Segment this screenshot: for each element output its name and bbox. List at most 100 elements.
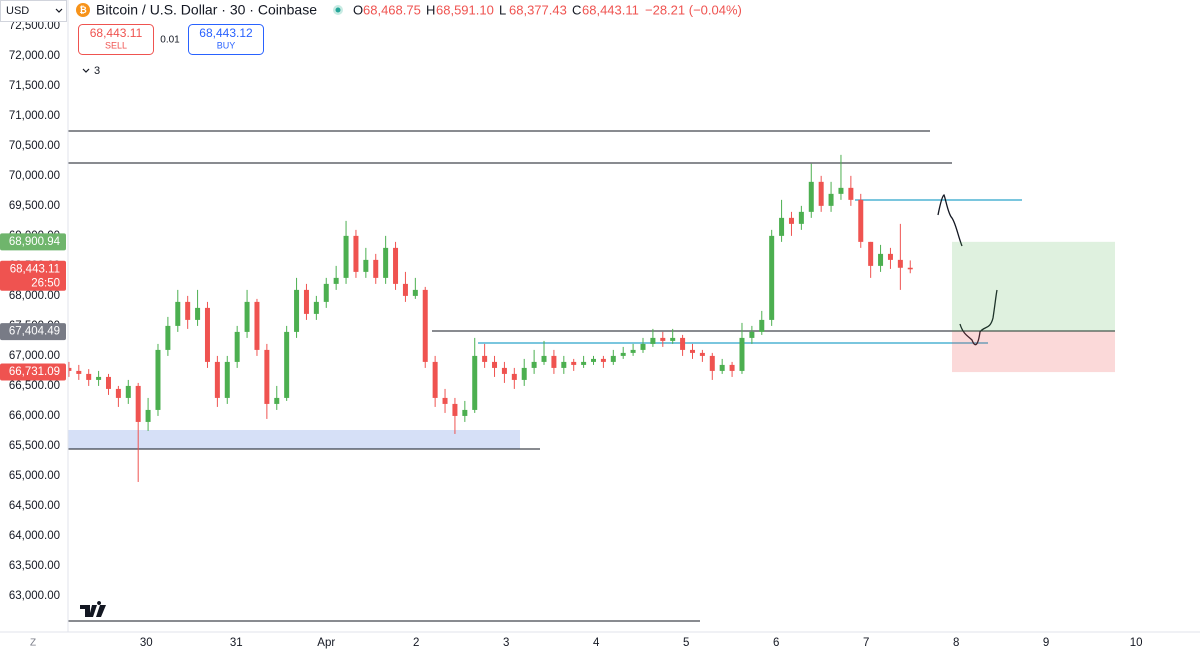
change: −28.21 (−0.04%)	[645, 2, 742, 17]
x-tick-label: 3	[503, 637, 509, 649]
y-tick-label: 65,000.00	[9, 470, 60, 482]
candle-body	[907, 267, 913, 270]
sell-price[interactable]: 68,443.11	[90, 26, 143, 40]
candle-body	[779, 217, 785, 236]
candle-body	[373, 259, 379, 278]
candle-body	[432, 361, 438, 398]
x-tick-label: 31	[230, 637, 243, 649]
candle-body	[244, 301, 250, 332]
candle-body	[155, 349, 161, 410]
candle-body	[224, 361, 230, 398]
candle-body	[620, 352, 626, 356]
y-tick-label: 71,000.00	[9, 110, 60, 122]
indicator-toggle[interactable]	[82, 68, 90, 73]
candle-body	[343, 235, 349, 278]
candle-body	[571, 361, 577, 365]
y-tick-label: 72,500.00	[9, 20, 60, 32]
candle-body	[175, 301, 181, 326]
candle-body	[412, 289, 418, 296]
y-tick-label: 70,000.00	[9, 170, 60, 182]
candles	[66, 154, 913, 482]
candle-body	[383, 247, 389, 278]
candle-body	[600, 358, 606, 362]
candle-body	[284, 331, 290, 398]
candle-body	[393, 247, 399, 284]
candle-body	[868, 241, 874, 266]
spread: 0.01	[160, 35, 180, 46]
x-tick-label: 10	[1130, 637, 1143, 649]
candle-body	[462, 409, 468, 416]
price-label-box	[0, 233, 66, 251]
ohlc-value: 68,377.43	[509, 2, 567, 17]
currency-label[interactable]: USD	[6, 5, 29, 17]
buy-label[interactable]: BUY	[217, 40, 236, 50]
candle-body	[76, 370, 82, 374]
bitcoin-icon	[76, 3, 90, 17]
x-tick-label: Apr	[317, 637, 335, 649]
candle-body	[699, 352, 705, 356]
stop-zone	[952, 331, 1115, 373]
candle-body	[402, 283, 408, 296]
currency-dropdown[interactable]	[0, 0, 67, 22]
ohlc-value: 68,443.11	[582, 2, 639, 17]
y-tick-label: 64,500.00	[9, 500, 60, 512]
candle-body	[887, 253, 893, 260]
candle-body	[145, 409, 151, 422]
price-labels: 68,900.94 68,443.11 26:50 67,404.49 66,731.0…	[0, 233, 66, 381]
x-tick-label: 4	[593, 637, 600, 649]
candle-body	[749, 331, 755, 338]
candle-body	[452, 403, 458, 416]
candle-body	[838, 187, 844, 194]
candle-body	[581, 361, 587, 365]
candle-body	[808, 181, 814, 212]
candle-body	[630, 349, 636, 353]
ohlc-key: O	[353, 2, 363, 17]
candle-body	[86, 373, 92, 380]
candle-body	[323, 283, 329, 302]
price-label-box	[0, 260, 66, 291]
candle-body	[591, 358, 597, 362]
candle-body	[848, 187, 854, 200]
symbol-title: Bitcoin / U.S. Dollar · 30 · Coinbase	[96, 2, 317, 18]
sell-button[interactable]	[78, 24, 154, 55]
candle-body	[195, 307, 201, 320]
price-axis	[0, 0, 68, 632]
x-tick-label: 7	[863, 637, 869, 649]
buy-button[interactable]	[188, 24, 264, 55]
indicator-count[interactable]: 3	[94, 65, 100, 77]
support-zone	[68, 430, 520, 449]
candle-body	[501, 367, 507, 374]
candle-body	[492, 361, 498, 368]
buy-price[interactable]: 68,443.12	[199, 26, 253, 40]
candle-body	[442, 397, 448, 404]
long-position	[952, 241, 1115, 373]
y-tick-label: 63,000.00	[9, 590, 60, 602]
zoom-button[interactable]: Z	[30, 638, 36, 649]
ohlc-key: H	[426, 2, 435, 17]
candle-body	[482, 355, 488, 362]
candle-body	[729, 364, 735, 371]
candle-body	[511, 373, 517, 380]
y-tick-label: 68,000.00	[9, 290, 60, 302]
candle-body	[828, 193, 834, 206]
candle-body	[185, 301, 191, 320]
y-tick-label: 64,000.00	[9, 530, 60, 542]
countdown: 26:50	[31, 277, 60, 289]
candle-body	[274, 397, 280, 404]
candle-body	[878, 253, 884, 266]
price-label: 68,900.94	[9, 236, 61, 248]
candle-body	[254, 301, 260, 350]
candle-body	[640, 343, 646, 350]
y-tick-label: 69,500.00	[9, 200, 60, 212]
candle-body	[709, 355, 715, 371]
sell-label[interactable]: SELL	[105, 40, 127, 50]
candle-body	[234, 331, 240, 362]
candle-body	[897, 259, 903, 268]
candle-body	[818, 181, 824, 206]
candle-body	[521, 367, 527, 380]
ohlc-value: 68,468.75	[363, 2, 421, 17]
dropdown-arrow	[55, 8, 63, 13]
candle-body	[650, 337, 656, 344]
